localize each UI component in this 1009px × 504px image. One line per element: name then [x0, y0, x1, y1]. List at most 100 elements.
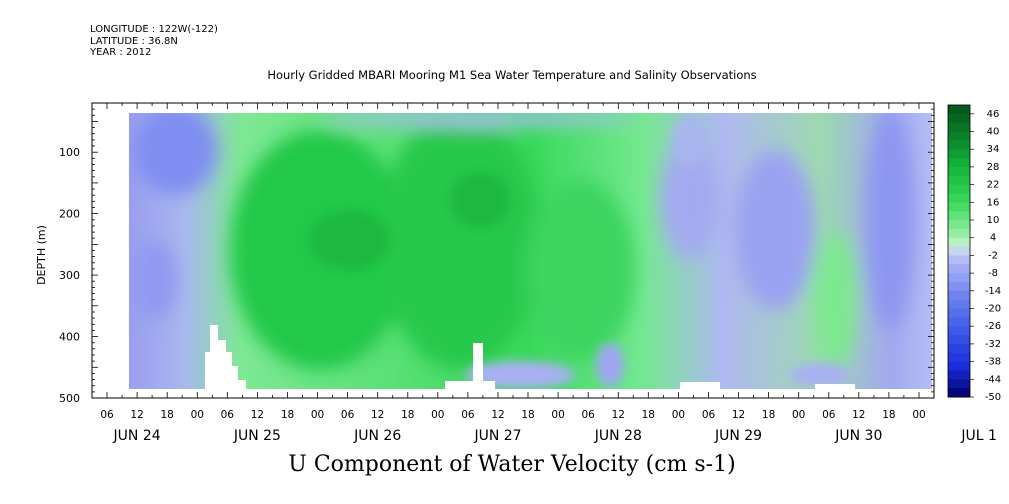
colorbar-segment [948, 176, 970, 185]
y-tick-label: 300 [59, 269, 80, 282]
colorbar-segment [948, 167, 970, 176]
colorbar-segment [948, 344, 970, 353]
colorbar-label: 46 [987, 109, 1000, 120]
x-hour-label: 12 [371, 409, 384, 421]
x-day-label: JUN 25 [233, 428, 281, 444]
colorbar-segment [948, 379, 970, 388]
x-hour-label: 06 [582, 409, 596, 421]
field-patch-pos-jun27 [380, 110, 540, 370]
field-patch-neg-jun30 [866, 110, 914, 330]
colorbar-labels: 46 40 34 28 22 16 10 4 -2 -8 -14 -20 -26 -32 -38 -44 -50 [970, 109, 1001, 403]
x-hour-label: 12 [612, 409, 625, 421]
x-day-label: JUN 30 [834, 428, 882, 444]
x-day-label: JUN 28 [594, 428, 642, 444]
colorbar-label: 16 [987, 197, 1000, 208]
field-patch-neg-jun29b [735, 150, 815, 310]
colorbar-segment [948, 193, 970, 202]
x-hour-label: 18 [642, 409, 655, 421]
x-axis-title: U Component of Water Velocity (cm s-1) [0, 452, 1009, 477]
field-patch-pos-jun28 [525, 180, 635, 360]
colorbar-segment [948, 247, 970, 256]
x-hour-label: 12 [491, 409, 504, 421]
x-day-label: JUN 29 [714, 428, 762, 444]
colorbar-label: -38 [985, 357, 1001, 368]
x-hour-label: 06 [702, 409, 716, 421]
x-hour-label: 18 [401, 409, 414, 421]
x-axis-hour-labels: 06 12 18 00 06 12 18 00 06 12 18 00 06 12 18 00 06 12 18 00… [100, 409, 925, 421]
x-hour-label: 00 [672, 409, 685, 421]
x-day-label: JUN 24 [113, 428, 161, 444]
colorbar-segment [948, 202, 970, 211]
x-hour-label: 18 [882, 409, 895, 421]
x-hour-label: 00 [551, 409, 564, 421]
colorbar-segment [948, 211, 970, 220]
field-patch-neg-jun24-lower [133, 240, 177, 320]
colorbar-label: -32 [985, 339, 1001, 350]
x-axis-day-labels: JUN 24 JUN 25 JUN 26 JUN 27 JUN 28 JUN 29 JUN … [113, 428, 997, 444]
colorbar-label: 4 [990, 233, 996, 244]
x-hour-label: 12 [251, 409, 264, 421]
colorbar-label: 10 [987, 215, 1000, 226]
x-hour-label: 00 [792, 409, 805, 421]
x-hour-label: 06 [461, 409, 475, 421]
x-day-label: JUL 1 [960, 428, 997, 444]
x-hour-label: 18 [161, 409, 174, 421]
y-tick-label: 200 [59, 208, 80, 221]
x-hour-label: 06 [100, 409, 114, 421]
colorbar-label: -50 [985, 392, 1001, 403]
field-patch-core-jun27 [450, 172, 510, 228]
x-hour-label: 00 [912, 409, 925, 421]
x-hour-label: 00 [431, 409, 444, 421]
field-patch-neg-jun24-upper [133, 105, 217, 195]
colorbar-label: 34 [987, 144, 1000, 155]
missing-data-jun27-base [445, 381, 495, 389]
data-field [129, 105, 932, 389]
field-patch-core-jun26 [310, 210, 390, 270]
field-patch-deep-neg-c [790, 363, 850, 387]
x-hour-label: 00 [311, 409, 324, 421]
colorbar-label: -20 [985, 304, 1001, 315]
colorbar-segment [948, 273, 970, 282]
colorbar-segment [948, 114, 970, 123]
field-patch-mid-neg [672, 115, 708, 165]
x-hour-label: 12 [852, 409, 865, 421]
x-hour-label: 18 [762, 409, 775, 421]
colorbar-segment [948, 123, 970, 132]
x-day-label: JUN 27 [473, 428, 521, 444]
x-hour-label: 18 [521, 409, 534, 421]
colorbar-segment [948, 140, 970, 149]
y-axis-labels: 100 200 300 400 500 [59, 146, 80, 405]
colorbar-segment [948, 149, 970, 158]
y-tick-label: 400 [59, 331, 80, 344]
x-hour-label: 18 [281, 409, 294, 421]
colorbar-segment [948, 300, 970, 309]
colorbar-segment [948, 291, 970, 300]
colorbar-segment [948, 353, 970, 362]
colorbar-segment [948, 220, 970, 229]
colorbar-segment [948, 229, 970, 238]
colorbar-label: -8 [988, 268, 998, 279]
colorbar-label: 28 [987, 162, 1000, 173]
missing-data-jun29 [680, 382, 720, 389]
colorbar-segment [948, 255, 970, 264]
heatmap-chart: 06 12 18 00 06 12 18 00 06 12 18 00 06 12 18 00 06 12 18 00… [0, 0, 1009, 504]
colorbar-segment [948, 362, 970, 371]
x-hour-label: 12 [130, 409, 143, 421]
colorbar-segment [948, 309, 970, 318]
colorbar-segment [948, 317, 970, 326]
colorbar-segment [948, 335, 970, 344]
x-hour-label: 06 [221, 409, 235, 421]
field-patch-green-jun30 [813, 230, 857, 370]
colorbar-label: -2 [988, 250, 998, 261]
field-patch-surface-neg [320, 110, 640, 126]
colorbar [948, 105, 970, 398]
colorbar-segment [948, 282, 970, 291]
colorbar-label: 40 [987, 127, 1000, 138]
x-hour-label: 06 [341, 409, 355, 421]
colorbar-label: -26 [985, 321, 1001, 332]
x-hour-label: 00 [191, 409, 204, 421]
colorbar-segment [948, 158, 970, 167]
colorbar-segment [948, 264, 970, 273]
colorbar-label: 22 [987, 180, 1000, 191]
colorbar-label: -14 [985, 286, 1001, 297]
